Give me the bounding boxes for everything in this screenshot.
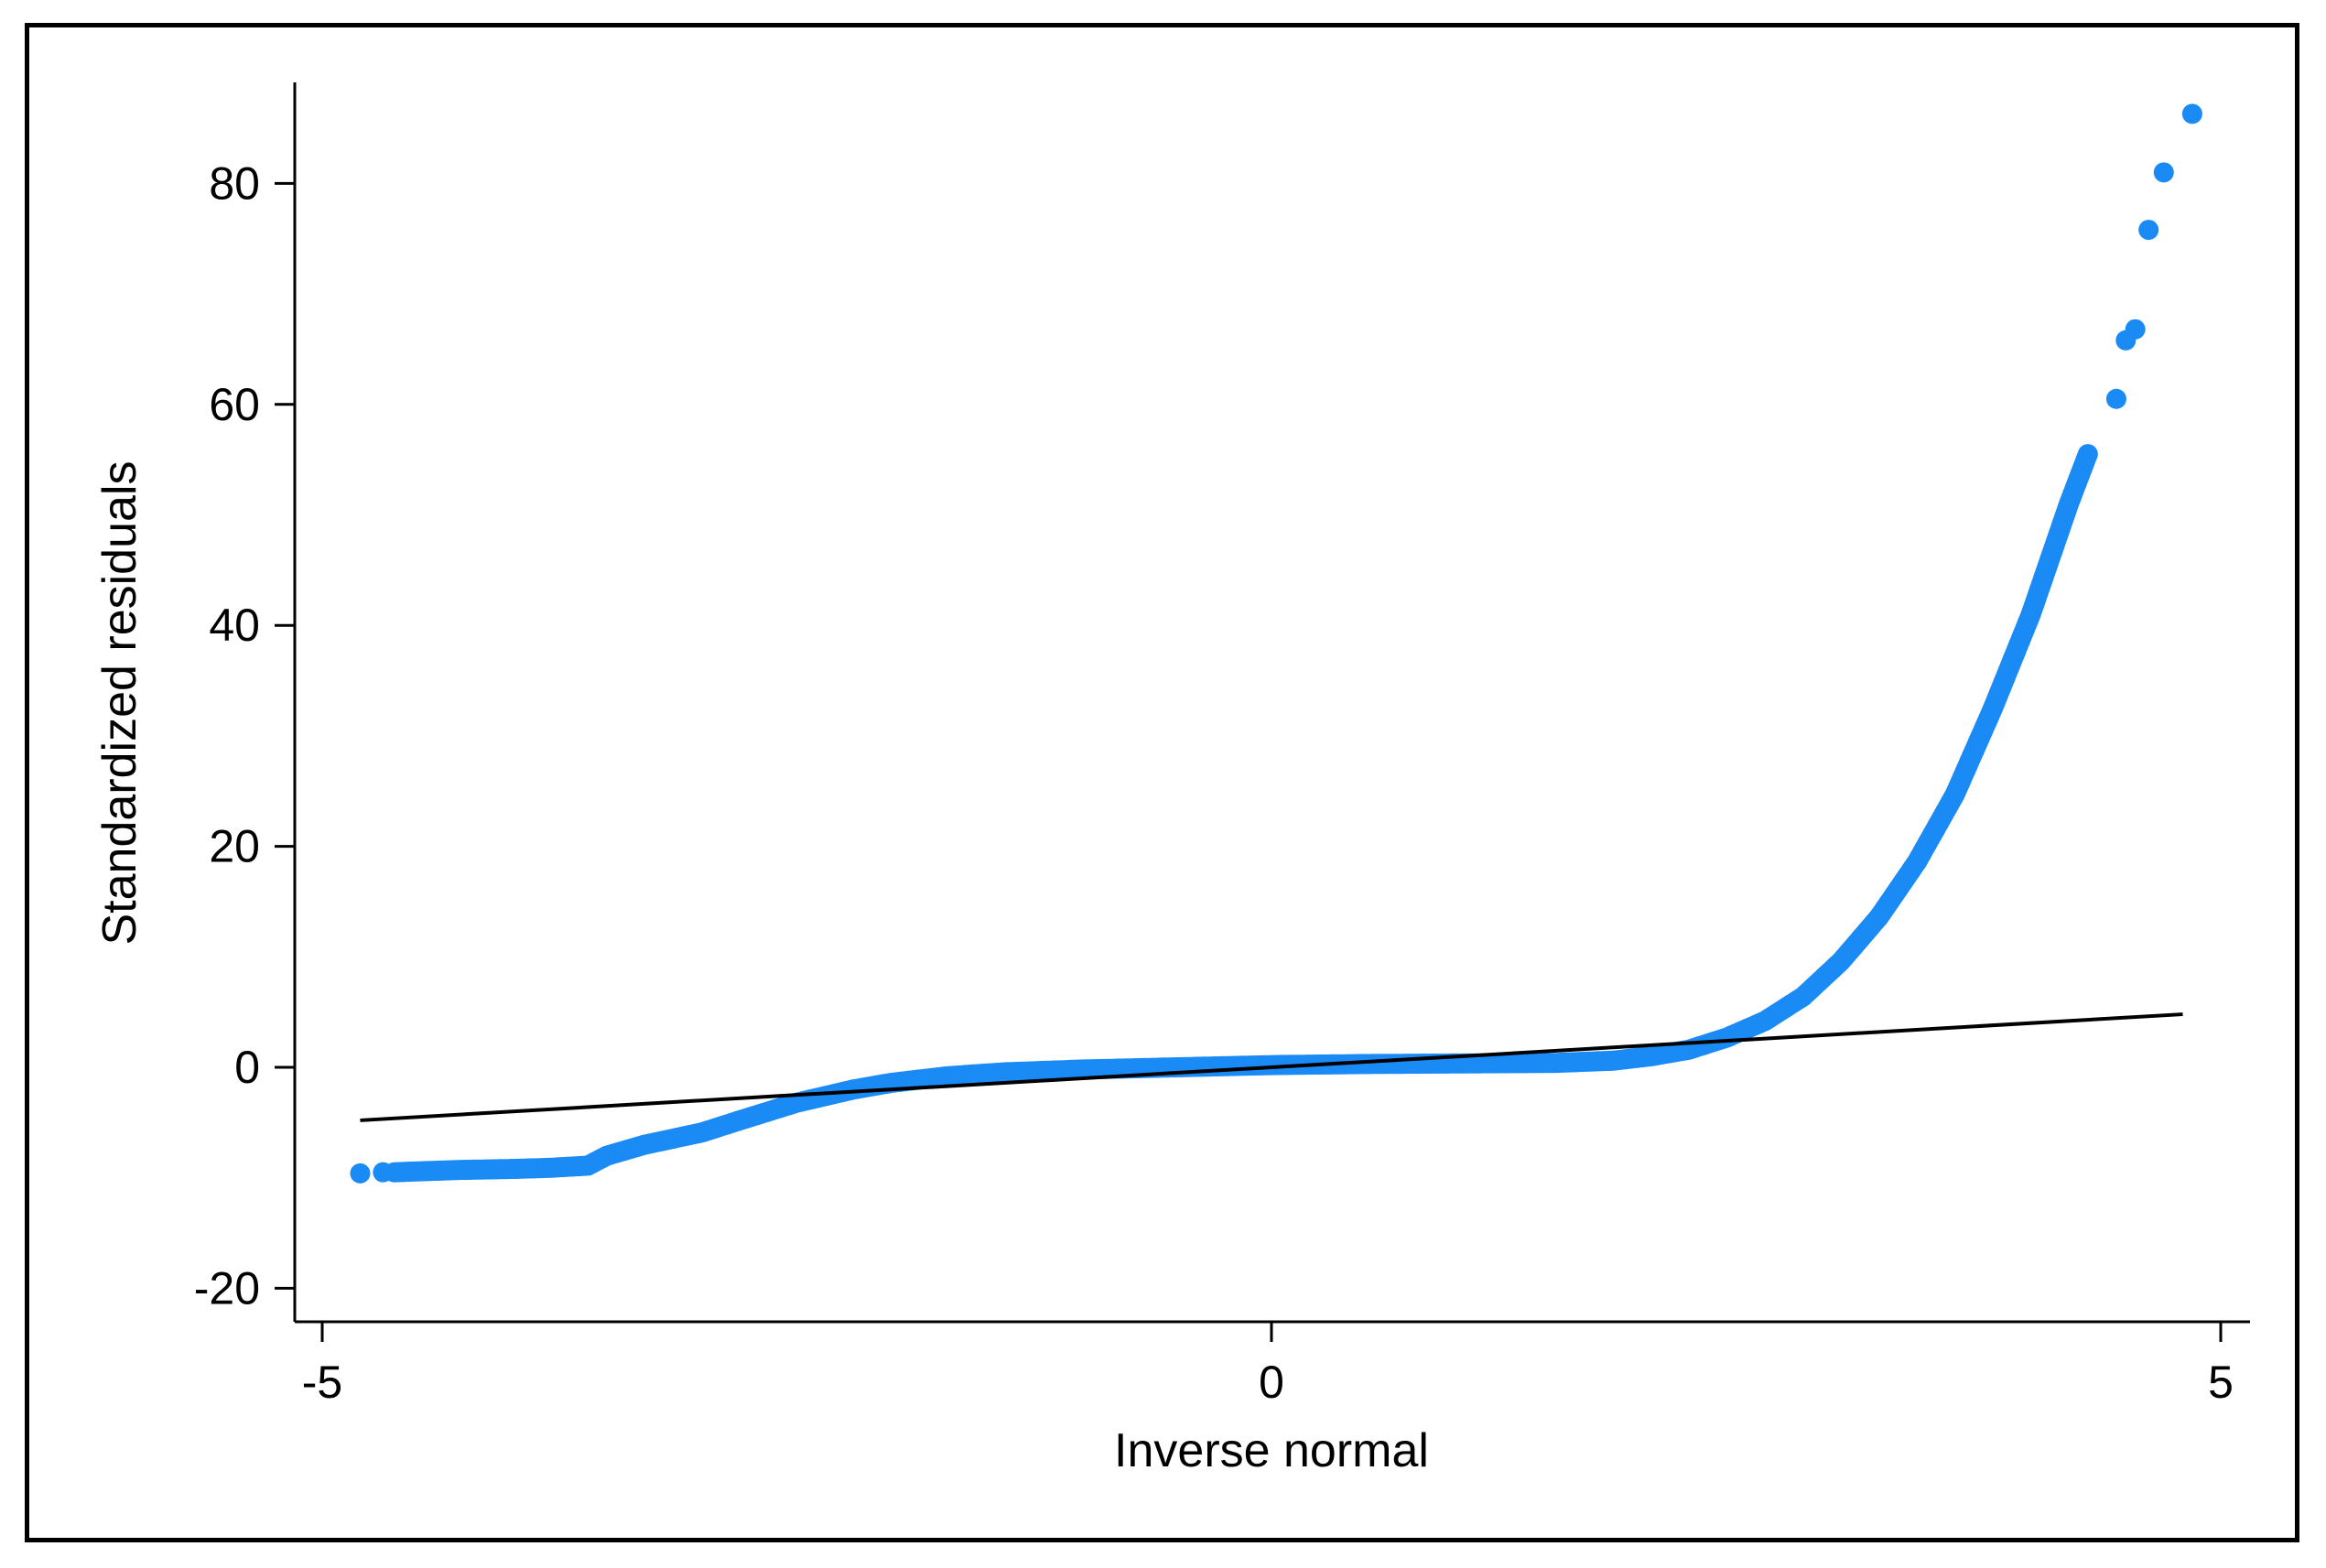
y-tick-label: 0 xyxy=(234,1042,260,1093)
data-point xyxy=(373,1162,394,1183)
data-point xyxy=(2105,388,2126,409)
y-tick-label: -20 xyxy=(194,1262,260,1314)
data-point xyxy=(2077,444,2098,465)
x-tick-label: 5 xyxy=(2208,1357,2234,1408)
data-point xyxy=(2138,220,2159,241)
reference-line xyxy=(360,1012,2183,1122)
x-tick-label: 0 xyxy=(1259,1357,1284,1408)
x-ticks: -5 0 5 xyxy=(302,1322,2234,1408)
data-point xyxy=(350,1162,371,1184)
x-tick-label: -5 xyxy=(302,1357,342,1408)
y-axis-title: Standardized residuals xyxy=(93,461,146,946)
data-point xyxy=(2181,103,2202,124)
y-tick-label: 20 xyxy=(209,821,260,872)
y-tick-label: 60 xyxy=(209,379,260,430)
chart-frame xyxy=(25,23,2299,1542)
y-tick-label: 80 xyxy=(209,157,260,209)
data-point xyxy=(2125,319,2146,340)
data-points xyxy=(350,103,2202,1184)
y-tick-label: 40 xyxy=(209,600,260,651)
data-point xyxy=(2153,162,2174,183)
y-ticks: -20 0 20 40 60 80 xyxy=(194,157,295,1314)
x-axis-title: Inverse normal xyxy=(1114,1424,1429,1477)
